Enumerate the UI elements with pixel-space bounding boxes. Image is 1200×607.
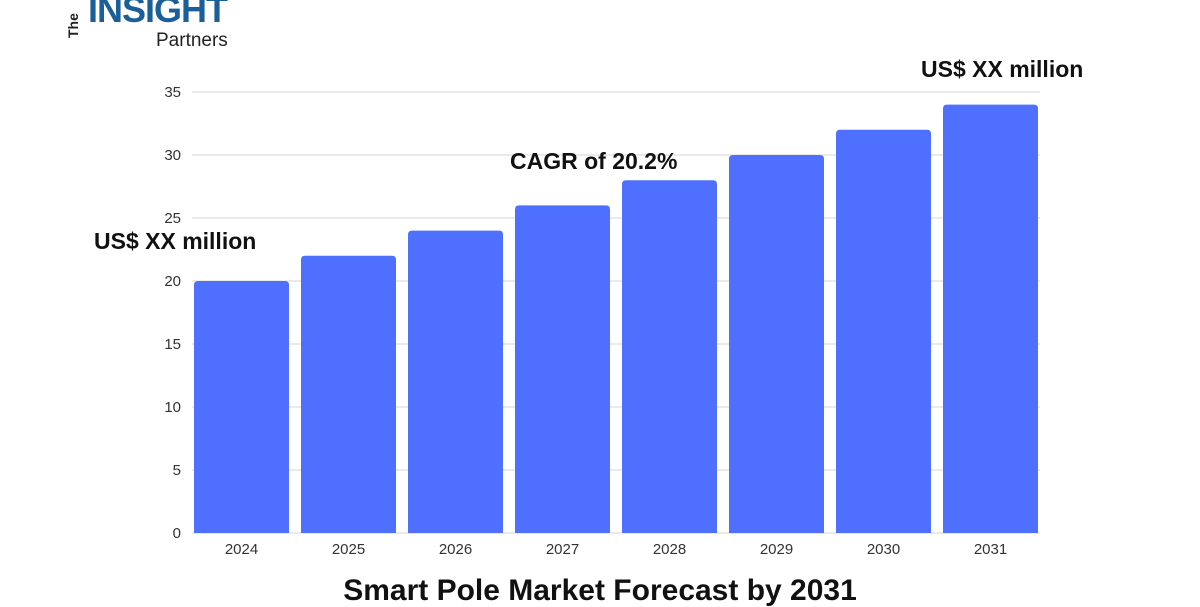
- annotation-end-value: US$ XX million: [921, 56, 1084, 82]
- x-tick-label: 2025: [332, 541, 365, 558]
- y-tick-label: 25: [164, 210, 181, 227]
- bar-2026: [408, 230, 503, 533]
- y-tick-label: 30: [164, 147, 181, 164]
- annotation-start-value: US$ XX million: [94, 228, 257, 254]
- bar-2031: [943, 104, 1038, 533]
- logo: The INSIGHT Partners: [65, 0, 296, 56]
- bar-2027: [515, 205, 610, 533]
- y-tick-label: 20: [164, 273, 181, 290]
- x-tick-label: 2026: [439, 541, 472, 558]
- y-tick-label: 10: [164, 399, 181, 416]
- logo-partners: Partners: [156, 30, 228, 51]
- annotation-cagr: CAGR of 20.2%: [510, 148, 678, 174]
- x-tick-label: 2030: [867, 541, 900, 558]
- x-tick-label: 2024: [225, 541, 258, 558]
- x-tick-label: 2029: [760, 541, 793, 558]
- chart-title: Smart Pole Market Forecast by 2031: [343, 574, 857, 607]
- y-tick-label: 0: [173, 525, 181, 542]
- bar-2029: [729, 155, 824, 533]
- bar-2025: [301, 255, 396, 533]
- x-tick-label: 2028: [653, 541, 686, 558]
- y-tick-label: 35: [164, 84, 181, 101]
- x-tick-label: 2031: [974, 541, 1007, 558]
- bar-2024: [194, 281, 289, 533]
- bar-2030: [836, 129, 931, 534]
- bar-2028: [622, 180, 717, 533]
- y-tick-label: 5: [173, 462, 181, 479]
- x-tick-label: 2027: [546, 541, 579, 558]
- logo-insight: INSIGHT: [88, 0, 228, 30]
- y-tick-label: 15: [164, 336, 181, 353]
